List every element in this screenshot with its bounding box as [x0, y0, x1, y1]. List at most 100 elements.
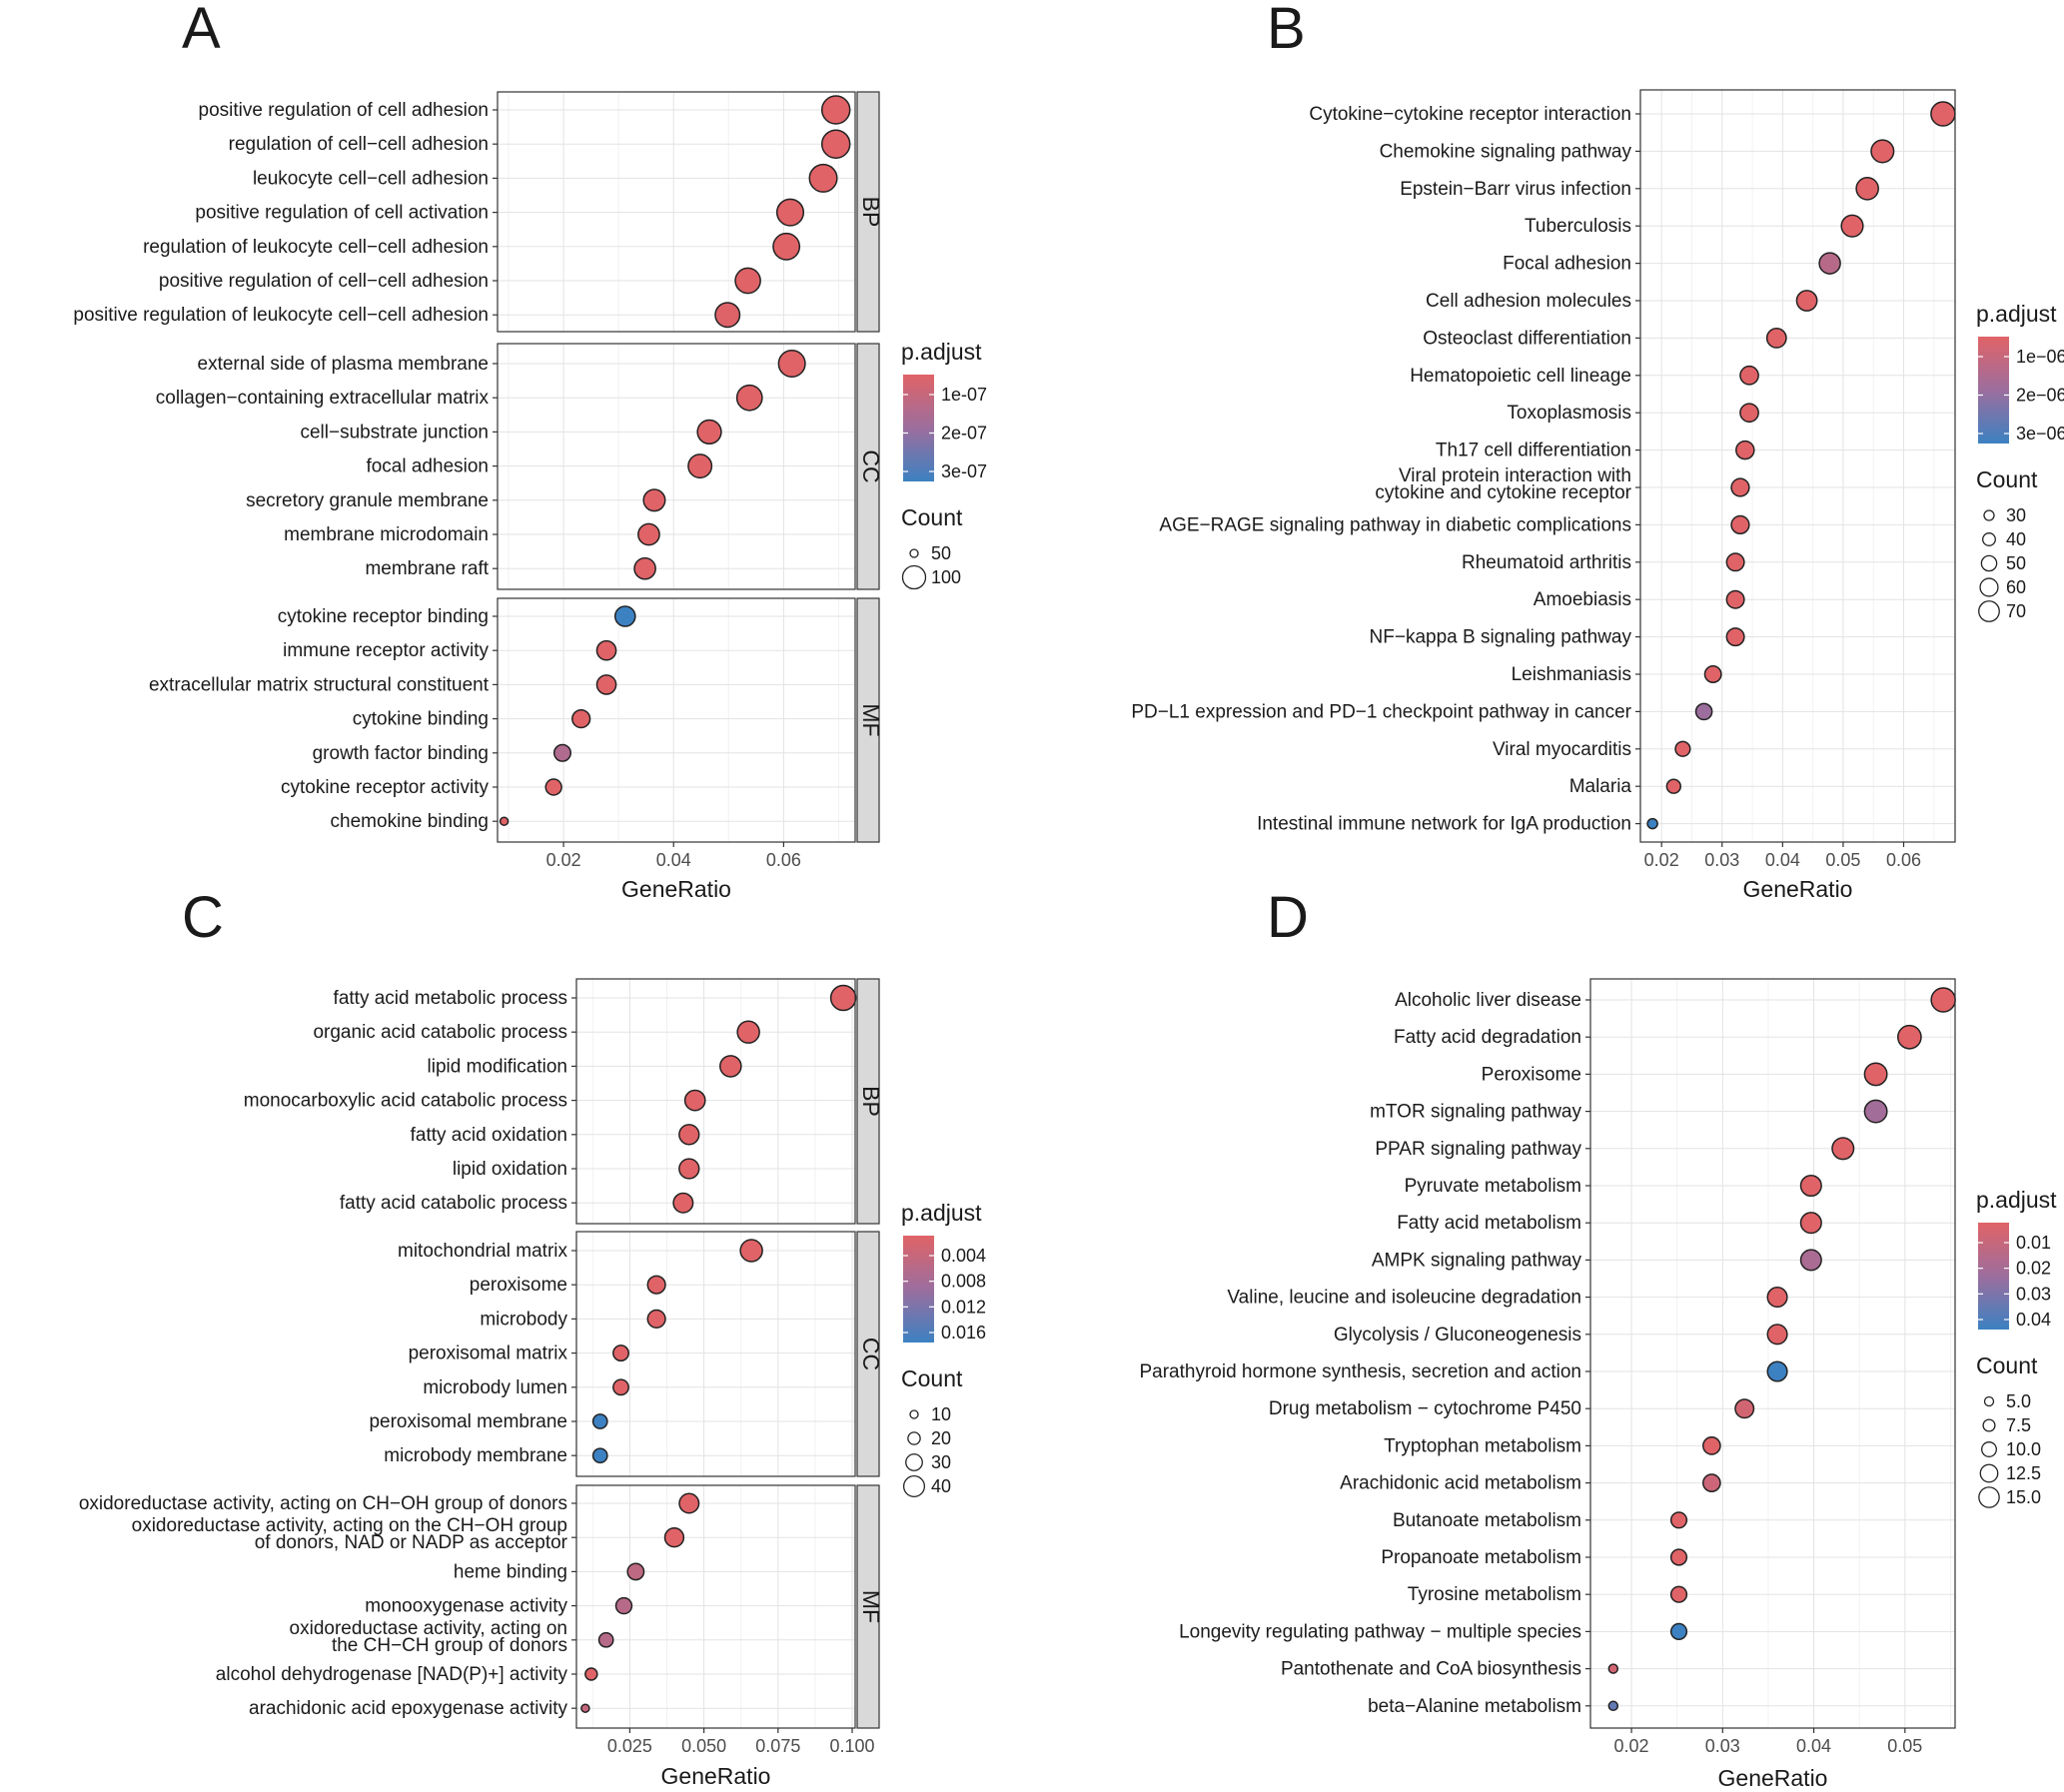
category-label: Pantothenate and CoA biosynthesis [1281, 1659, 1581, 1680]
data-point [1734, 1398, 1755, 1419]
data-point [1607, 1663, 1619, 1674]
x-axis-title: GeneRatio [1743, 876, 1853, 902]
category-label: cytokine binding [353, 709, 489, 730]
data-point [1818, 252, 1841, 275]
legend-size-circle [1982, 532, 1996, 546]
plot-frame [1639, 89, 1956, 843]
plot-background [498, 598, 855, 842]
data-point [775, 198, 805, 227]
legend-size-label: 50 [931, 543, 951, 563]
data-point [1863, 1062, 1888, 1087]
category-label: Rheumatoid arthritis [1462, 552, 1631, 573]
legend-size-label: 30 [2006, 505, 2026, 525]
legend-size-label: 50 [2006, 553, 2026, 573]
legend-size-label: 15.0 [2006, 1487, 2041, 1507]
data-point [1863, 1099, 1888, 1124]
category-label: Malaria [1569, 776, 1632, 797]
category-label: leukocyte cell−cell adhesion [253, 168, 489, 189]
data-point [1725, 552, 1745, 572]
data-point [1897, 1024, 1922, 1050]
category-label: AGE−RAGE signaling pathway in diabetic c… [1159, 514, 1631, 535]
category-label: Cell adhesion molecules [1426, 291, 1631, 312]
legend-color-label: 0.02 [2016, 1259, 2051, 1279]
legend-color-label: 3e-07 [941, 461, 987, 481]
category-label: extracellular matrix structural constitu… [149, 674, 490, 695]
category-label: oxidoreductase activity, acting on CH−OH… [79, 1493, 567, 1514]
facet-strip-label: BP [858, 1086, 884, 1117]
facet-strip [856, 1484, 880, 1729]
legend-color-label: 3e−06 [2016, 424, 2064, 444]
data-point [1646, 817, 1658, 830]
legend-size-circle [1980, 554, 1998, 572]
panel-letter: B [1267, 0, 1306, 61]
x-tick-label: 0.06 [1886, 850, 1921, 870]
data-point [1669, 1622, 1688, 1641]
legend-size-circle [1979, 1463, 1999, 1483]
x-tick-label: 0.05 [1825, 850, 1860, 870]
category-label: positive regulation of cell adhesion [199, 100, 489, 121]
x-tick-label: 0.04 [1796, 1736, 1831, 1756]
category-label: secretory granule membrane [246, 490, 489, 511]
category-label: Alcoholic liver disease [1395, 990, 1581, 1011]
category-label: external side of plasma membrane [198, 354, 489, 375]
data-point [614, 1596, 633, 1615]
legend-size-circle [902, 1474, 926, 1498]
category-label: Pyruvate metabolism [1405, 1176, 1581, 1197]
category-label: oxidoreductase activity, acting on the C… [132, 1515, 568, 1553]
category-label: peroxisomal membrane [369, 1411, 567, 1432]
facet-bp: positive regulation of cell adhesion regu… [73, 91, 884, 333]
legend-color-label: 1e−06 [2016, 347, 2064, 367]
data-point [1766, 1360, 1788, 1382]
data-point [678, 1158, 700, 1180]
data-point [1730, 514, 1750, 535]
category-label: positive regulation of cell activation [195, 203, 489, 224]
data-point [1766, 1287, 1788, 1309]
x-tick-label: 0.050 [681, 1736, 726, 1756]
category-label: membrane raft [365, 558, 489, 579]
category-label: Leishmaniasis [1512, 664, 1631, 685]
legend-size-circle [1983, 509, 1995, 521]
data-point [595, 639, 617, 661]
legend-size-circle [909, 548, 919, 558]
category-label: heme binding [454, 1561, 567, 1582]
data-point [499, 816, 510, 826]
category-label: membrane microdomain [284, 524, 489, 545]
x-tick-label: 0.03 [1704, 850, 1739, 870]
facet-cc: external side of plasma membrane collagen… [156, 343, 884, 590]
x-tick-label: 0.025 [607, 1736, 652, 1756]
category-label: Intestinal immune network for IgA produc… [1257, 814, 1631, 835]
legend-size-circle [1982, 1418, 1996, 1432]
legend-color-title: p.adjust [1976, 1187, 2057, 1213]
category-label: arachidonic acid epoxygenase activity [249, 1698, 567, 1719]
legend-color-label: 2e−06 [2016, 386, 2064, 406]
data-point [1669, 1548, 1688, 1566]
legend-color-title: p.adjust [1976, 301, 2057, 327]
category-label: Tyrosine metabolism [1408, 1584, 1581, 1605]
panel-letter: D [1267, 885, 1309, 950]
legend-color-bar [1978, 1223, 2009, 1330]
legend-color-title: p.adjust [901, 339, 982, 365]
legend-size-label: 7.5 [2006, 1415, 2031, 1435]
data-point [1795, 290, 1818, 312]
data-point [1725, 627, 1745, 647]
facet-strip-label: MF [858, 1590, 884, 1623]
plot-frame [575, 1231, 856, 1477]
category-label: Hematopoietic cell lineage [1410, 366, 1631, 387]
panel-letter: C [182, 885, 224, 950]
category-label: monocarboxylic acid catabolic process [244, 1091, 567, 1112]
legend-size-circle [1979, 577, 1999, 597]
data-point [736, 1020, 760, 1044]
category-label: Butanoate metabolism [1393, 1510, 1581, 1531]
legend-color-bar [903, 1236, 934, 1343]
data-point [544, 778, 562, 796]
category-label: Viral protein interaction with cytokine a… [1375, 465, 1631, 503]
legend-color-bar [903, 375, 934, 481]
category-label: microbody membrane [384, 1445, 567, 1466]
plot-background [576, 979, 855, 1224]
legend-size-title: Count [1976, 466, 2038, 492]
category-label: regulation of leukocyte cell−cell adhesi… [143, 237, 489, 258]
category-label: Cytokine−cytokine receptor interaction [1309, 104, 1631, 125]
category-label: Toxoplasmosis [1507, 403, 1631, 424]
category-label: Tuberculosis [1525, 216, 1631, 237]
